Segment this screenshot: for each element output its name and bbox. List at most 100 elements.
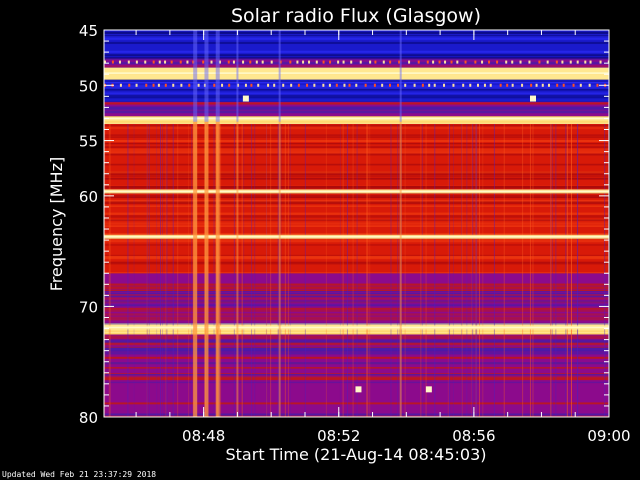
- texture-stripe: [104, 163, 609, 166]
- texture-stripe: [104, 300, 609, 303]
- dotted-emission: [374, 60, 377, 64]
- texture-stripe: [104, 80, 609, 82]
- texture-stripe: [104, 272, 609, 274]
- dotted-emission: [355, 83, 358, 87]
- y-axis-ticks: 45 50 55 60 70 80: [79, 22, 609, 427]
- dotted-emission: [499, 83, 502, 87]
- dotted-emission: [170, 60, 173, 64]
- dotted-emission: [158, 60, 161, 64]
- burst-column: [215, 121, 220, 417]
- dotted-emission: [538, 60, 541, 64]
- texture-stripe: [104, 54, 609, 57]
- dotted-emission: [364, 83, 367, 87]
- band-medium: [104, 273, 609, 324]
- texture-streak: [522, 123, 524, 417]
- texture-stripe: [104, 41, 609, 44]
- texture-stripe: [104, 175, 609, 178]
- texture-streak: [233, 123, 235, 417]
- dotted-emission: [342, 60, 345, 64]
- y-tick-label: 50: [79, 77, 98, 95]
- burst-column-upper: [204, 30, 209, 122]
- texture-stripe: [104, 415, 609, 417]
- texture-stripe: [104, 96, 609, 99]
- dotted-emission: [322, 83, 325, 87]
- texture-streak: [475, 123, 477, 417]
- dotted-emission: [426, 60, 429, 64]
- dotted-emission: [128, 83, 131, 87]
- dotted-emission: [541, 83, 544, 87]
- dotted-emission: [296, 60, 299, 64]
- texture-streak: [449, 123, 451, 417]
- texture-stripe: [104, 322, 609, 325]
- texture-streak: [404, 123, 406, 417]
- dotted-emission: [152, 83, 155, 87]
- texture-stripe: [104, 373, 609, 375]
- texture-streak: [165, 123, 167, 417]
- texture-streak: [570, 123, 572, 417]
- x-tick-label: 08:48: [182, 427, 225, 445]
- y-tick-label: 45: [79, 22, 98, 40]
- texture-streak: [352, 123, 354, 417]
- dotted-emission: [188, 83, 191, 87]
- texture-stripe: [104, 283, 609, 286]
- texture-streak: [220, 123, 222, 417]
- dotted-emission: [389, 60, 392, 64]
- texture-streak: [550, 123, 552, 417]
- texture-stripe: [104, 106, 609, 109]
- texture-stripe: [104, 32, 609, 34]
- texture-streak: [191, 123, 193, 417]
- texture-stripe: [104, 313, 609, 316]
- spectrogram-plot: [104, 30, 609, 417]
- texture-streak: [551, 123, 553, 417]
- dotted-emission: [443, 83, 446, 87]
- dotted-emission: [350, 60, 353, 64]
- texture-streak: [369, 123, 371, 417]
- texture-streak: [475, 123, 477, 417]
- dotted-emission: [172, 83, 175, 87]
- bright-line-core: [104, 190, 609, 193]
- dotted-emission: [452, 83, 455, 87]
- texture-stripe: [104, 303, 609, 306]
- texture-stripe: [104, 310, 609, 312]
- dotted-emission: [282, 83, 285, 87]
- dotted-emission: [584, 60, 587, 64]
- texture-streak: [577, 123, 579, 417]
- dotted-emission: [450, 60, 453, 64]
- dotted-emission: [607, 60, 609, 64]
- texture-stripe: [104, 201, 609, 204]
- texture-streak: [280, 123, 282, 417]
- texture-stripe: [104, 340, 609, 343]
- texture-stripe: [104, 337, 609, 340]
- dotted-emission: [152, 60, 155, 64]
- dotted-emission: [261, 60, 264, 64]
- texture-streak: [550, 123, 552, 417]
- texture-streak: [607, 123, 609, 417]
- texture-stripe: [104, 124, 609, 127]
- texture-stripe: [104, 42, 609, 45]
- texture-streak: [479, 123, 481, 417]
- texture-stripe: [104, 262, 609, 265]
- dotted-emission: [127, 60, 130, 64]
- texture-stripe: [104, 286, 609, 289]
- dotted-emission: [179, 60, 182, 64]
- dotted-emission: [433, 83, 436, 87]
- texture-stripe: [104, 126, 609, 130]
- dotted-emission: [398, 60, 401, 64]
- texture-streak: [482, 123, 484, 417]
- dotted-emission: [111, 60, 114, 64]
- texture-stripe: [104, 94, 609, 98]
- texture-streak: [550, 123, 552, 417]
- texture-stripe: [104, 316, 609, 319]
- dotted-emission: [481, 60, 484, 64]
- dotted-emission: [164, 83, 167, 87]
- dotted-emission: [337, 60, 340, 64]
- dotted-emission: [313, 83, 316, 87]
- dotted-emission: [444, 60, 447, 64]
- texture-streak: [166, 123, 168, 417]
- dotted-emission: [404, 83, 407, 87]
- dotted-emission: [596, 83, 599, 87]
- dotted-emission: [474, 60, 477, 64]
- dotted-emission: [164, 60, 167, 64]
- texture-streak: [390, 123, 392, 417]
- dotted-emission: [306, 83, 309, 87]
